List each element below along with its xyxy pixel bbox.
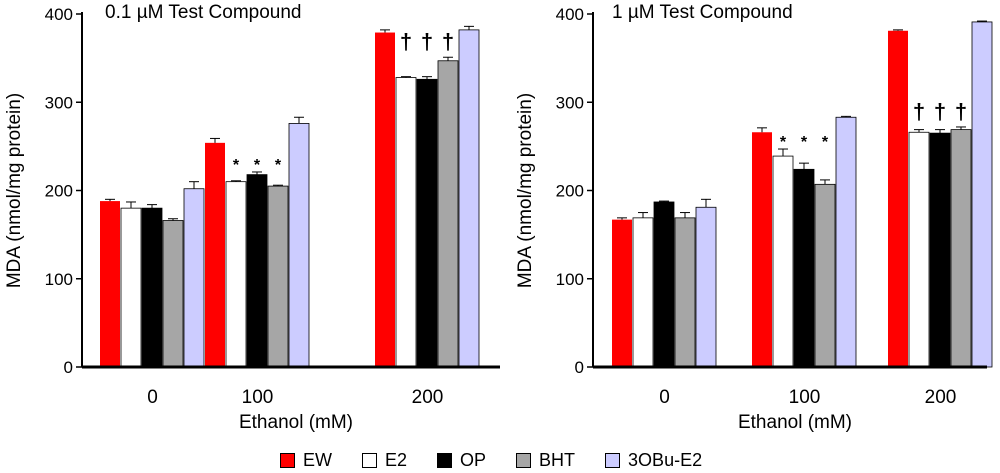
y-tick-label-0: 0 bbox=[575, 358, 584, 377]
legend-entry-3obu-e2: 3OBu-E2 bbox=[605, 450, 702, 471]
bar-ew-0 bbox=[100, 201, 120, 367]
x-tick-label-0: 0 bbox=[659, 387, 670, 408]
significance-mark-bht-100: * bbox=[275, 157, 282, 174]
significance-mark-bht-100: * bbox=[822, 134, 829, 151]
bar-op-200 bbox=[416, 78, 438, 368]
chart-title: 1 µM Test Compound bbox=[612, 2, 793, 23]
chart-svg: 0.1 µM Test Compound MDA (nmol/mg protein… bbox=[4, 2, 993, 433]
bar-bht-200 bbox=[950, 129, 972, 368]
legend-label-3obu-e2: 3OBu-E2 bbox=[628, 449, 703, 470]
bar-3obu-e2-0 bbox=[183, 188, 205, 368]
legend-entry-ew: EW bbox=[280, 450, 332, 471]
x-tick-label-200: 200 bbox=[925, 387, 957, 408]
legend: EW E2 OP BHT 3OBu-E2 bbox=[280, 448, 732, 472]
bar-3obu-e2-100 bbox=[835, 116, 857, 368]
legend-swatch-ew bbox=[280, 452, 295, 468]
bar-ew-0 bbox=[612, 219, 632, 367]
x-axis-label: Ethanol (mM) bbox=[738, 412, 852, 433]
bar-bht-100 bbox=[267, 185, 289, 368]
bar-op-100 bbox=[246, 174, 268, 368]
bar-ew-200 bbox=[375, 32, 395, 367]
significance-mark-e2-200: † bbox=[913, 99, 925, 124]
y-tick-label-400: 400 bbox=[556, 5, 584, 24]
significance-mark-e2-200: † bbox=[400, 29, 412, 54]
chart-panel-1: 0.1 µM Test Compound MDA (nmol/mg protein… bbox=[4, 2, 500, 433]
y-tick-label-300: 300 bbox=[556, 93, 584, 112]
bar-ew-200 bbox=[888, 30, 908, 368]
significance-mark-op-200: † bbox=[934, 99, 946, 124]
y-tick-label-200: 200 bbox=[556, 182, 584, 201]
bar-ew-100 bbox=[752, 132, 772, 367]
significance-mark-op-100: * bbox=[801, 134, 808, 151]
x-tick-label-100: 100 bbox=[789, 387, 821, 408]
legend-label-ew: EW bbox=[303, 449, 332, 470]
bar-op-100 bbox=[793, 168, 815, 368]
legend-entry-op: OP bbox=[437, 450, 486, 471]
bar-3obu-e2-100 bbox=[288, 123, 310, 368]
chart-panel-2: 1 µM Test Compound MDA (nmol/mg protein) *… bbox=[515, 2, 993, 433]
bar-ew-100 bbox=[205, 142, 225, 367]
legend-label-bht: BHT bbox=[539, 449, 576, 470]
legend-label-e2: E2 bbox=[385, 449, 408, 470]
bar-op-0 bbox=[141, 207, 163, 368]
bar-bht-100 bbox=[814, 183, 836, 368]
significance-mark-e2-100: * bbox=[233, 157, 240, 174]
bar-bht-200 bbox=[437, 60, 459, 368]
x-axis-label: Ethanol (mM) bbox=[239, 412, 353, 433]
legend-swatch-3obu-e2 bbox=[605, 452, 621, 468]
significance-mark-op-100: * bbox=[254, 157, 261, 174]
bar-e2-0 bbox=[120, 207, 142, 368]
bar-e2-200 bbox=[395, 77, 417, 368]
x-tick-label-100: 100 bbox=[242, 387, 274, 408]
significance-mark-e2-100: * bbox=[780, 134, 787, 151]
y-tick-label-0: 0 bbox=[64, 358, 73, 377]
legend-entry-e2: E2 bbox=[362, 450, 407, 471]
y-tick-label-300: 300 bbox=[45, 93, 73, 112]
legend-swatch-e2 bbox=[362, 452, 377, 468]
bar-3obu-e2-200 bbox=[971, 21, 993, 368]
bar-e2-100 bbox=[225, 181, 247, 368]
bar-e2-100 bbox=[772, 155, 794, 368]
significance-mark-bht-200: † bbox=[442, 29, 454, 54]
bar-e2-200 bbox=[908, 131, 930, 368]
legend-swatch-bht bbox=[516, 452, 532, 468]
y-axis-label: MDA (nmol/mg protein) bbox=[515, 93, 536, 288]
significance-mark-op-200: † bbox=[421, 29, 433, 54]
x-tick-label-0: 0 bbox=[147, 387, 158, 408]
chart-title: 0.1 µM Test Compound bbox=[105, 2, 301, 23]
bar-op-0 bbox=[653, 201, 675, 368]
bar-3obu-e2-200 bbox=[458, 29, 480, 368]
significance-mark-bht-200: † bbox=[955, 99, 967, 124]
bar-bht-0 bbox=[162, 220, 184, 368]
y-axis-label: MDA (nmol/mg protein) bbox=[4, 93, 25, 288]
legend-label-op: OP bbox=[460, 449, 487, 470]
y-tick-label-100: 100 bbox=[556, 270, 584, 289]
y-tick-label-400: 400 bbox=[45, 5, 73, 24]
bar-bht-0 bbox=[674, 217, 696, 368]
legend-swatch-op bbox=[437, 452, 453, 468]
y-tick-label-100: 100 bbox=[45, 270, 73, 289]
bar-3obu-e2-0 bbox=[695, 206, 717, 368]
y-tick-label-200: 200 bbox=[45, 182, 73, 201]
legend-entry-bht: BHT bbox=[516, 450, 575, 471]
x-tick-label-200: 200 bbox=[412, 387, 444, 408]
bar-op-200 bbox=[929, 132, 951, 368]
bar-e2-0 bbox=[632, 217, 654, 368]
